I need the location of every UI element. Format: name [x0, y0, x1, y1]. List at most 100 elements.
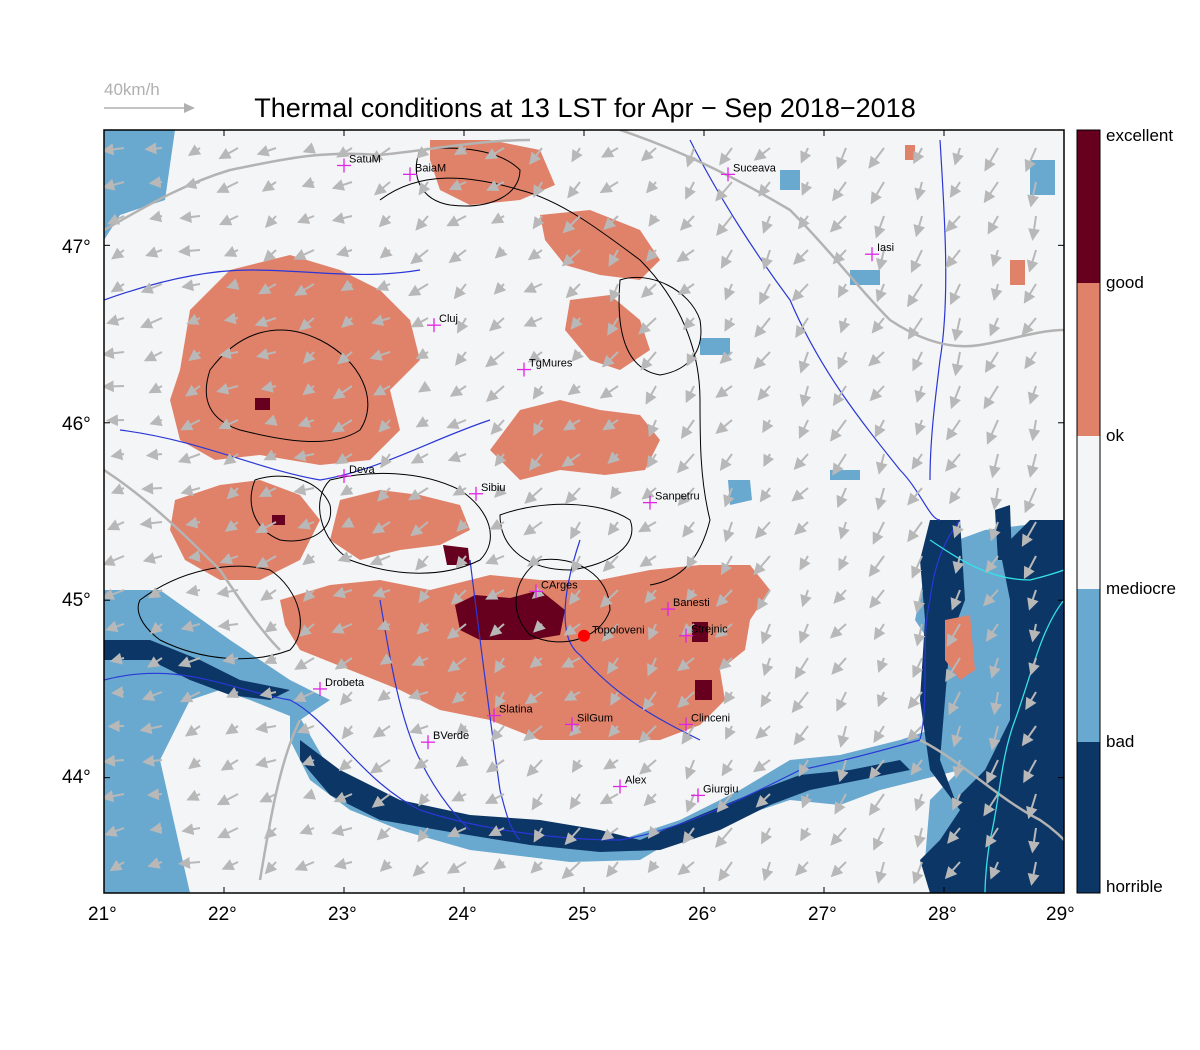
wind-arrow — [338, 758, 353, 772]
wind-arrow — [1021, 521, 1037, 547]
wind-arrow — [569, 793, 582, 810]
wind-arrow — [223, 312, 239, 325]
wind-arrow — [378, 214, 392, 228]
wind-arrow — [800, 147, 812, 164]
wind-arrow — [141, 689, 163, 701]
wind-arrow — [724, 283, 736, 301]
wind-arrow — [533, 620, 546, 633]
wind-arrow — [800, 827, 812, 842]
wind-arrow — [370, 314, 391, 326]
wind-arrow — [837, 351, 849, 370]
wind-arrow — [179, 211, 201, 223]
wind-arrow — [341, 725, 354, 740]
wind-arrow — [791, 487, 809, 502]
wind-arrow — [485, 553, 505, 565]
wind-arrow — [418, 589, 431, 604]
wind-arrow — [952, 759, 965, 779]
wind-arrow — [762, 419, 774, 434]
wind-arrow — [682, 317, 696, 330]
wind-arrow — [188, 757, 202, 770]
wind-arrow — [945, 453, 961, 472]
wind-arrow — [104, 588, 125, 600]
wind-arrow — [454, 351, 468, 366]
wind-arrow — [484, 147, 505, 160]
wind-arrow — [952, 555, 965, 575]
wind-arrow — [139, 517, 163, 530]
wind-arrow — [254, 315, 277, 328]
wind-arrow — [141, 482, 163, 495]
wind-arrow — [562, 419, 581, 431]
wind-arrow — [263, 249, 277, 263]
wind-arrow — [945, 657, 961, 682]
x-tick-label: 24° — [448, 904, 477, 925]
wind-arrow — [533, 181, 545, 198]
wind-arrow — [185, 584, 201, 597]
wind-arrow — [418, 181, 431, 196]
wind-arrow — [1028, 657, 1040, 676]
wind-arrow — [830, 861, 847, 878]
wind-arrow — [453, 283, 467, 300]
colorbar-frame — [1076, 129, 1101, 894]
city-label: Iasi — [877, 242, 894, 254]
wind-arrow — [455, 722, 469, 736]
wind-arrow — [873, 725, 885, 744]
wind-arrow — [1021, 317, 1037, 336]
wind-arrow — [331, 622, 353, 634]
wind-arrow — [298, 317, 315, 331]
wind-arrow — [755, 793, 771, 808]
wind-arrow — [907, 521, 923, 543]
wind-arrow — [946, 623, 961, 647]
wind-arrow — [797, 215, 810, 230]
wind-arrow — [494, 657, 506, 674]
wind-arrow — [869, 759, 885, 780]
city-label: Deva — [349, 464, 376, 476]
wind-arrow — [261, 180, 277, 192]
wind-arrow — [1027, 453, 1039, 478]
wind-arrow — [177, 856, 201, 869]
wind-arrow — [761, 657, 774, 677]
wind-arrow — [608, 249, 620, 267]
colorbar-good — [1077, 283, 1100, 436]
wind-arrow — [565, 283, 581, 299]
wind-arrow — [111, 247, 125, 260]
wind-arrow — [607, 451, 621, 464]
wind-arrow — [715, 589, 733, 607]
wind-arrow — [603, 215, 619, 231]
wind-arrow — [186, 313, 201, 325]
wind-arrow — [107, 519, 125, 531]
wind-arrow — [218, 147, 239, 160]
wind-arrow — [637, 521, 657, 533]
wind-arrow — [446, 861, 467, 874]
wind-arrow — [987, 215, 999, 235]
wind-arrow — [293, 449, 315, 462]
wind-arrow — [989, 861, 1001, 880]
wind-arrow — [912, 657, 924, 679]
wind-arrow — [448, 179, 467, 191]
colorbar-label-good: good — [1106, 273, 1144, 292]
wind-arrow — [645, 385, 657, 405]
wind-arrow — [409, 722, 429, 735]
wind-arrow — [144, 142, 163, 155]
wind-arrow — [264, 861, 278, 875]
wind-arrow — [294, 657, 315, 670]
map-title: Thermal conditions at 13 LST for Apr − S… — [254, 93, 916, 123]
wind-arrow — [104, 790, 125, 803]
wind-arrow — [488, 825, 505, 836]
x-tick-label: 26° — [688, 904, 717, 925]
wind-arrow — [1023, 283, 1037, 304]
wind-arrow — [686, 588, 698, 602]
wind-arrow — [142, 552, 163, 564]
wind-arrow — [532, 385, 545, 400]
wind-arrow — [837, 283, 850, 299]
wind-arrow — [216, 585, 239, 598]
wind-arrow — [221, 859, 239, 870]
wind-arrow — [111, 686, 125, 699]
wind-arrow — [832, 385, 847, 407]
wind-arrow — [988, 725, 1001, 751]
wind-arrow — [754, 521, 771, 539]
wind-arrow — [447, 450, 467, 463]
wind-arrow — [913, 215, 926, 238]
wind-arrow — [139, 317, 163, 329]
y-tick-label: 45° — [62, 590, 91, 611]
wind-arrow — [523, 281, 543, 293]
